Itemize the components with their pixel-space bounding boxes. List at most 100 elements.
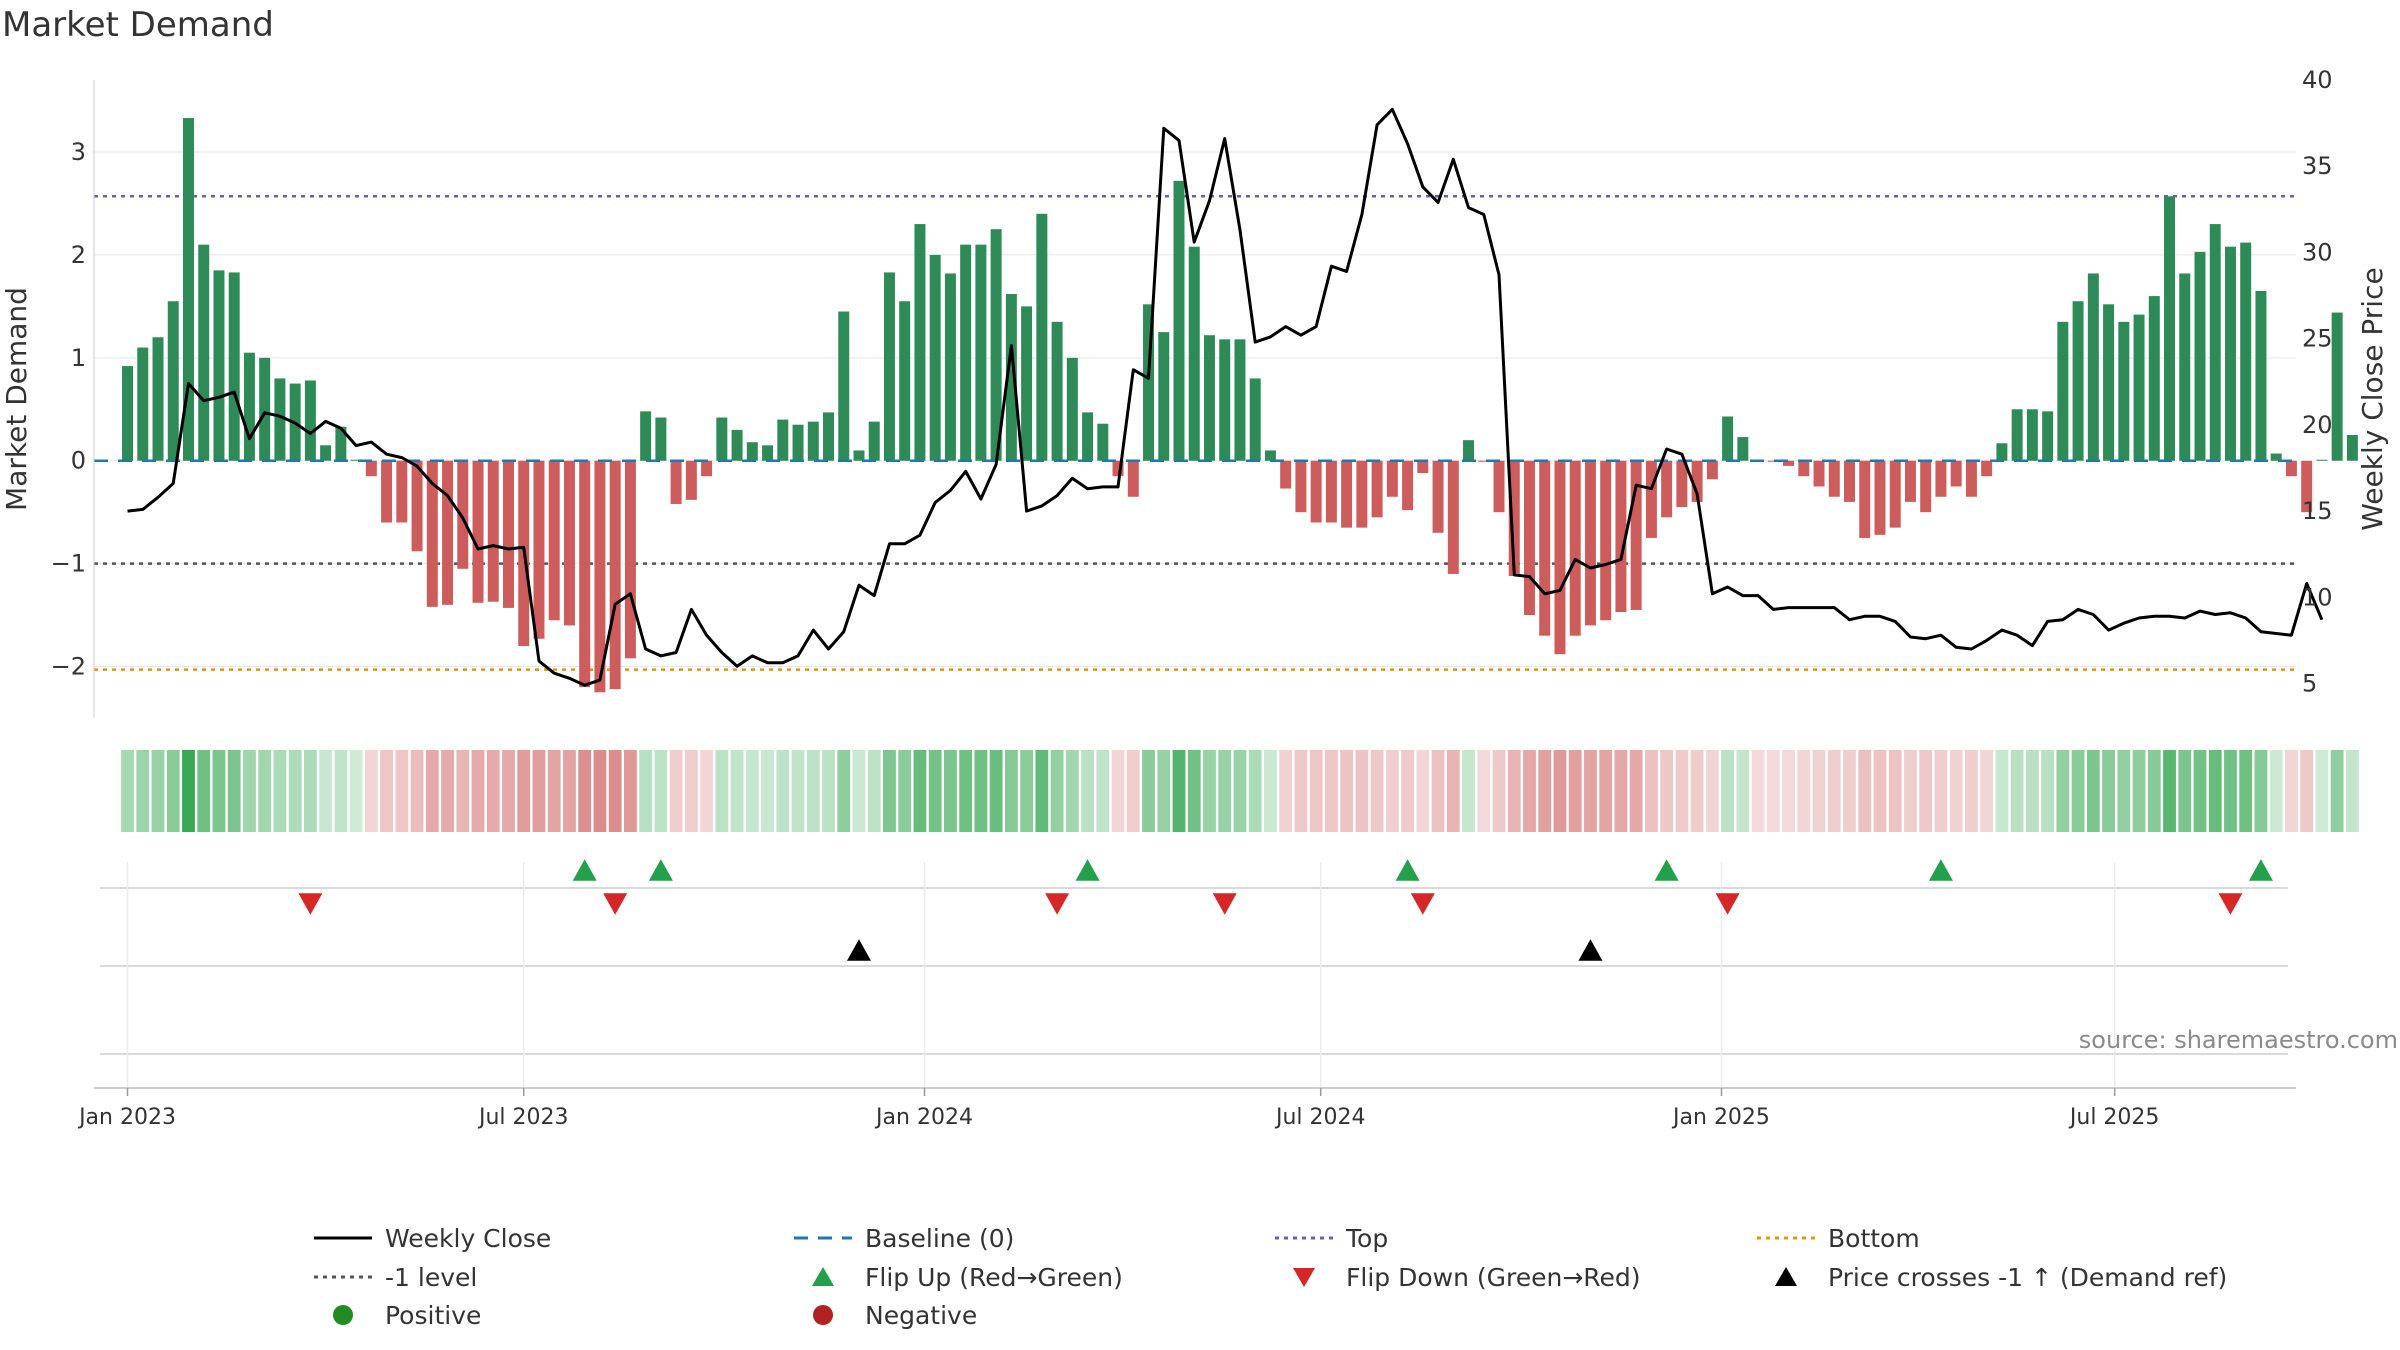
positive-demand-bar	[2072, 301, 2084, 461]
heat-cell	[928, 750, 942, 832]
negative-demand-bar	[1813, 460, 1825, 487]
positive-demand-bar	[228, 272, 240, 461]
heat-cell	[2071, 750, 2085, 832]
heat-cell	[1599, 750, 1613, 832]
heat-cell	[1827, 750, 1841, 832]
heat-cell	[1584, 750, 1597, 832]
heat-cell	[349, 750, 363, 832]
negative-demand-bar	[670, 460, 682, 504]
negative-demand-bar	[365, 460, 377, 477]
heat-cell	[2269, 750, 2283, 832]
flip-up-marker	[1654, 859, 1679, 881]
heat-cell	[258, 750, 272, 832]
positive-demand-bar	[2103, 304, 2115, 461]
positive-demand-bar	[213, 270, 225, 461]
flip-down-marker	[2218, 893, 2243, 915]
positive-demand-bar	[2164, 196, 2176, 461]
positive-demand-bar	[2270, 453, 2282, 461]
legend-price-cross-label: Price crosses -1 ↑ (Demand ref)	[1828, 1263, 2227, 1292]
legend-top-label: Top	[1345, 1224, 1388, 1253]
negative-demand-bar	[1767, 460, 1779, 462]
positive-demand-bar	[1219, 339, 1231, 461]
negative-demand-bar	[1524, 460, 1535, 616]
positive-demand-bar	[1722, 416, 1734, 461]
negative-demand-bar	[442, 460, 454, 605]
positive-demand-bar	[1082, 412, 1094, 461]
heat-cell	[425, 750, 439, 832]
negative-demand-bar	[1691, 460, 1703, 502]
left-axis-label: Market Demand	[0, 287, 33, 511]
legend-positive-swatch	[333, 1305, 353, 1325]
heat-cell	[1690, 750, 1704, 832]
negative-demand-bar	[1630, 460, 1642, 610]
right-tick-label: 35	[2302, 152, 2333, 180]
heat-cell	[1279, 750, 1293, 832]
positive-demand-bar	[1066, 357, 1078, 461]
positive-demand-bar	[1996, 443, 2008, 461]
heat-cell	[1096, 750, 1110, 832]
left-tick-label: −2	[51, 653, 86, 681]
heat-cell	[654, 750, 668, 832]
positive-demand-bar	[853, 450, 865, 461]
heat-cell	[776, 750, 790, 832]
heat-cell	[1645, 750, 1658, 832]
negative-demand-bar	[1386, 460, 1398, 497]
negative-demand-bar	[1127, 460, 1139, 497]
heat-cell	[2239, 750, 2253, 832]
heat-cell	[1431, 750, 1445, 832]
positive-demand-bar	[2316, 459, 2328, 461]
left-tick-label: 1	[71, 344, 86, 372]
negative-demand-bar	[1493, 460, 1505, 513]
positive-demand-bar	[2026, 409, 2038, 461]
positive-demand-bar	[1234, 339, 1246, 461]
legend-flip-down-swatch	[1293, 1268, 1315, 1287]
heat-cell	[136, 750, 150, 832]
heat-cell	[1888, 750, 1902, 832]
heat-cell	[1568, 750, 1582, 832]
positive-demand-bar	[335, 426, 347, 461]
negative-demand-bar	[1981, 460, 1993, 477]
heat-cell	[1309, 750, 1323, 832]
heat-cell	[364, 750, 378, 832]
heat-cell	[1705, 750, 1719, 832]
heat-cell	[517, 750, 531, 832]
heat-cell	[532, 750, 546, 832]
positive-demand-bar	[777, 419, 789, 461]
negative-demand-bar	[1325, 460, 1337, 523]
negative-demand-bar	[1828, 460, 1840, 497]
positive-demand-bar	[1005, 294, 1017, 461]
heat-cell	[837, 750, 851, 832]
positive-demand-bar	[762, 445, 774, 461]
positive-demand-bar	[1463, 440, 1475, 461]
heat-cell	[1782, 750, 1795, 832]
negative-demand-bar	[1341, 460, 1353, 528]
heat-cell	[121, 750, 134, 832]
signal-markers	[100, 859, 2288, 1088]
positive-demand-bar	[1021, 306, 1033, 461]
heat-cell	[624, 750, 637, 832]
heat-cell	[684, 750, 698, 832]
reference-lines	[94, 195, 2296, 671]
negative-demand-bar	[472, 460, 484, 603]
heat-cell	[2300, 750, 2314, 832]
negative-demand-bar	[411, 460, 423, 552]
heat-cell	[1081, 750, 1094, 832]
heat-cell	[2056, 750, 2070, 832]
positive-demand-bar	[2240, 242, 2252, 461]
legend-flip-up-label: Flip Up (Red→Green)	[865, 1263, 1123, 1292]
positive-demand-bar	[1143, 304, 1155, 461]
heat-cell	[319, 750, 333, 832]
positive-demand-bar	[1173, 180, 1185, 461]
negative-demand-bar	[396, 460, 408, 523]
negative-demand-bar	[579, 460, 591, 688]
heat-cell	[715, 750, 729, 832]
heat-cell	[1797, 750, 1811, 832]
heat-cell	[1050, 750, 1064, 832]
right-tick-label: 15	[2302, 497, 2333, 525]
heat-cell	[2102, 750, 2115, 832]
positive-demand-bar	[1203, 335, 1215, 461]
flip-up-marker	[572, 859, 597, 881]
positive-demand-bar	[274, 378, 286, 461]
